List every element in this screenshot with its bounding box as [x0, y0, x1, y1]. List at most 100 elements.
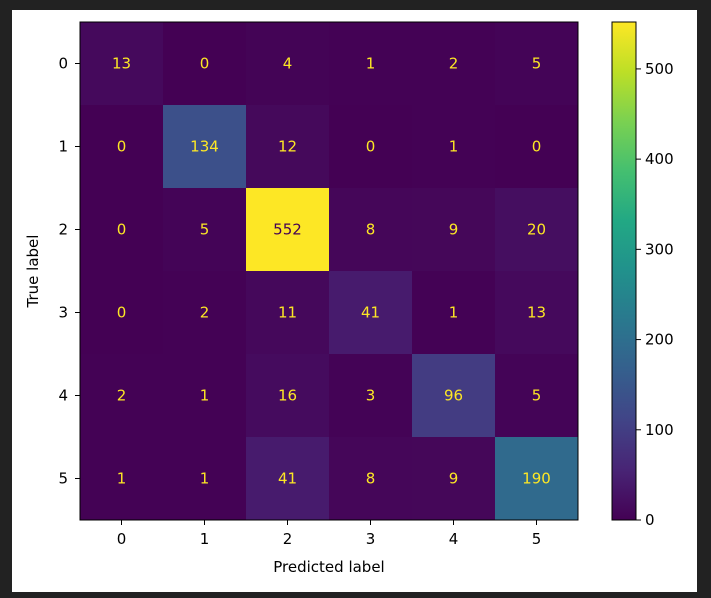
cell-value-label: 8 — [366, 221, 376, 239]
cell-value-label: 16 — [278, 387, 297, 405]
cell-value-label: 41 — [361, 304, 380, 322]
y-tick-label: 3 — [58, 304, 68, 322]
heatmap-cell — [80, 354, 163, 437]
heatmap-cell — [495, 22, 578, 105]
heatmap-cell — [495, 188, 578, 271]
colorbar-tick-label: 500 — [645, 60, 674, 78]
x-tick-label: 0 — [117, 530, 127, 548]
heatmap-cell — [246, 22, 329, 105]
cell-value-label: 9 — [449, 221, 459, 239]
cell-value-label: 5 — [532, 387, 542, 405]
colorbar-ticks: 0 100 200 300 400 500 — [636, 60, 674, 529]
cell-value-label: 13 — [112, 55, 131, 73]
cell-value-label: 2 — [449, 55, 459, 73]
heatmap-cell — [163, 437, 246, 520]
cell-value-label: 9 — [449, 470, 459, 488]
cell-value-label: 552 — [273, 221, 302, 239]
heatmap-cell — [412, 271, 495, 354]
heatmap-cell — [80, 188, 163, 271]
cell-value-label: 0 — [366, 138, 376, 156]
x-axis-ticks: 0 1 2 3 4 5 — [117, 520, 542, 548]
heatmap-cell — [80, 105, 163, 188]
colorbar-tick-label: 300 — [645, 240, 674, 258]
colorbar-tick-label: 400 — [645, 150, 674, 168]
heatmap-cell — [246, 437, 329, 520]
y-axis-ticks: 0 1 2 3 4 5 — [58, 55, 80, 488]
figure: 13 0 4 1 2 5 0 134 12 0 1 0 0 5 552 8 9 20 0 2 11 41 1 13 2 1 16 3 9… — [12, 10, 697, 592]
colorbar — [611, 21, 637, 521]
cell-value-label: 0 — [117, 138, 127, 156]
cell-value-label: 8 — [366, 470, 376, 488]
y-tick-label: 4 — [58, 387, 68, 405]
cell-value-label: 1 — [200, 470, 210, 488]
heatmap-cell — [246, 188, 329, 271]
y-tick-label: 5 — [58, 470, 68, 488]
y-tick-label: 2 — [58, 221, 68, 239]
heatmap-cell — [495, 271, 578, 354]
heatmap-cell — [495, 354, 578, 437]
heatmap-cell — [329, 354, 412, 437]
heatmap-cell — [412, 354, 495, 437]
heatmap-cell — [80, 271, 163, 354]
heatmap-cell — [163, 271, 246, 354]
cell-value-label: 1 — [117, 470, 127, 488]
heatmap-cell — [246, 271, 329, 354]
y-tick-label: 1 — [58, 138, 68, 156]
heatmap-cell — [329, 105, 412, 188]
cell-value-label: 2 — [200, 304, 210, 322]
cell-value-label: 41 — [278, 470, 297, 488]
x-tick-label: 3 — [366, 530, 376, 548]
cell-value-label: 134 — [190, 138, 219, 156]
heatmap-cell — [163, 188, 246, 271]
heatmap-cell — [246, 354, 329, 437]
heatmap-cell — [80, 437, 163, 520]
x-axis-label: Predicted label — [273, 558, 384, 576]
heatmap-cell — [329, 437, 412, 520]
y-axis-label: True label — [24, 235, 42, 309]
x-tick-label: 4 — [449, 530, 459, 548]
heatmap-cell — [412, 437, 495, 520]
colorbar-tick-label: 200 — [645, 331, 674, 349]
heatmap-cell — [163, 105, 246, 188]
heatmap-cell — [163, 354, 246, 437]
heatmap-cell-labels: 13 0 4 1 2 50 134 12 0 1 00 5 552 8 9 200 2 11 41 1 132 1 16 3 9… — [112, 55, 551, 488]
cell-value-label: 0 — [532, 138, 542, 156]
heatmap-cell — [80, 22, 163, 105]
cell-value-label: 2 — [117, 387, 127, 405]
heatmap-cell — [329, 271, 412, 354]
plot-frame — [79, 21, 579, 521]
colorbar-tick-label: 100 — [645, 421, 674, 439]
cell-value-label: 12 — [278, 138, 297, 156]
cell-value-label: 190 — [522, 470, 551, 488]
heatmap-cell — [163, 22, 246, 105]
cell-value-label: 0 — [117, 221, 127, 239]
heatmap-cells — [80, 22, 578, 520]
cell-value-label: 1 — [449, 304, 459, 322]
heatmap-cell — [246, 105, 329, 188]
cell-value-label: 3 — [366, 387, 376, 405]
heatmap-cell — [329, 22, 412, 105]
heatmap-cell — [329, 188, 412, 271]
cell-value-label: 11 — [278, 304, 297, 322]
x-tick-label: 1 — [200, 530, 210, 548]
cell-value-label: 1 — [449, 138, 459, 156]
x-tick-label: 5 — [532, 530, 542, 548]
x-tick-label: 2 — [283, 530, 293, 548]
cell-value-label: 0 — [200, 55, 210, 73]
heatmap-cell — [495, 105, 578, 188]
cell-value-label: 13 — [527, 304, 546, 322]
colorbar-tick-label: 0 — [645, 511, 655, 529]
cell-value-label: 1 — [366, 55, 376, 73]
confusion-matrix-chart: 13 0 4 1 2 50 134 12 0 1 00 5 552 8 9 200 2 11 41 1 132 1 16 3 9… — [24, 21, 674, 576]
heatmap-cell — [412, 22, 495, 105]
cell-value-label: 20 — [527, 221, 546, 239]
cell-value-label: 0 — [117, 304, 127, 322]
heatmap-cell — [412, 188, 495, 271]
cell-value-label: 5 — [200, 221, 210, 239]
heatmap-cell — [495, 437, 578, 520]
cell-value-label: 5 — [532, 55, 542, 73]
heatmap-cell — [412, 105, 495, 188]
cell-value-label: 96 — [444, 387, 463, 405]
y-tick-label: 0 — [58, 55, 68, 73]
cell-value-label: 4 — [283, 55, 293, 73]
